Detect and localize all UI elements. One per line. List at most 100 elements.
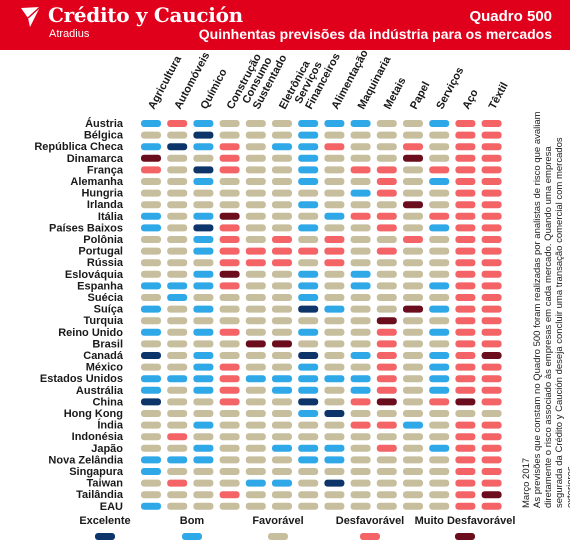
heatmap-cell (429, 166, 450, 174)
heatmap-cell (376, 178, 397, 185)
heatmap-cell (376, 224, 397, 232)
heatmap-cell (403, 259, 423, 267)
heatmap-cell (429, 178, 450, 185)
heatmap-cell (193, 131, 214, 139)
heatmap-cell (219, 444, 240, 452)
heatmap-cell (429, 212, 450, 220)
heatmap-cell (245, 328, 266, 336)
heatmap-cell (219, 363, 240, 371)
heatmap-cell (376, 236, 397, 243)
heatmap-cell (167, 502, 188, 510)
heatmap-cell (141, 398, 161, 406)
heatmap-cell (193, 247, 214, 255)
heatmap-cell (141, 236, 161, 243)
heatmap-cell (350, 247, 371, 255)
heatmap-cell (245, 444, 266, 452)
heatmap-cell (193, 468, 214, 475)
heatmap-cell (245, 282, 266, 290)
heatmap-cell (167, 305, 188, 313)
heatmap-cell (455, 212, 476, 220)
heatmap-cell (376, 131, 397, 139)
heatmap-cell (298, 282, 319, 290)
heatmap-cell (167, 259, 188, 267)
heatmap-cell (429, 317, 450, 325)
heatmap-cell (324, 224, 345, 232)
column-label-line: Têxtil (487, 80, 511, 111)
heatmap-cell (272, 468, 292, 475)
heatmap-cell (272, 247, 292, 255)
heatmap-cell (167, 189, 188, 197)
row-label-polonia: Polônia (83, 234, 124, 246)
heatmap-cell (245, 491, 266, 499)
legend-label: Excelente (79, 515, 131, 527)
heatmap-cell (219, 479, 240, 487)
heatmap-cell (455, 247, 476, 255)
heatmap-cell (429, 456, 450, 464)
heatmap-cell (167, 224, 188, 232)
heatmap-cell (167, 491, 188, 499)
row-label-austria: Áustria (85, 117, 124, 130)
heatmap-cell (403, 375, 423, 383)
heatmap-cell (272, 270, 292, 278)
heatmap-cell (481, 502, 502, 510)
row-label-australia: Austrália (76, 385, 124, 397)
heatmap-cell (245, 410, 266, 417)
heatmap-cell (298, 224, 319, 232)
heatmap-cell (272, 178, 292, 185)
heatmap-cell (245, 305, 266, 313)
heatmap-cell (298, 502, 319, 510)
heatmap-cell (324, 189, 345, 197)
row-label-china: China (92, 396, 123, 408)
heatmap-cell (481, 352, 502, 359)
heatmap-cell (324, 352, 345, 359)
heatmap-cell (141, 444, 161, 452)
heatmap-cell (167, 468, 188, 475)
row-label-japao: Japão (91, 443, 123, 455)
brand-subtitle: Atradius (49, 28, 90, 40)
heatmap-chart: AgriculturaAutomóveisQuímicoConstruçãoCo… (34, 48, 511, 513)
heatmap-cell (324, 247, 345, 255)
heatmap-cell (245, 143, 266, 151)
header-banner: Crédito y Caución Atradius Quadro 500 Qu… (0, 0, 570, 50)
heatmap-cell (455, 352, 476, 359)
heatmap-cell (403, 363, 423, 371)
heatmap-cell (167, 236, 188, 243)
heatmap-cell (481, 491, 502, 499)
heatmap-cell (219, 491, 240, 499)
heatmap-cell (272, 201, 292, 209)
heatmap-cell (350, 166, 371, 174)
heatmap-cell (298, 421, 319, 429)
heatmap-cell (298, 444, 319, 452)
heatmap-cell (167, 247, 188, 255)
heatmap-cell (219, 433, 240, 441)
row-label-estados-unidos: Estados Unidos (40, 373, 123, 385)
heatmap-cell (167, 444, 188, 452)
heatmap-cell (219, 189, 240, 197)
heatmap-cell (455, 259, 476, 267)
row-label-hungria: Hungria (81, 188, 123, 200)
heatmap-cell (219, 305, 240, 313)
heatmap-cell (298, 166, 319, 174)
column-label-papel: Papel (408, 80, 432, 112)
heatmap-cell (193, 491, 214, 499)
heatmap-cell (245, 456, 266, 464)
row-label-eau: EAU (100, 501, 123, 513)
heatmap-cell (481, 363, 502, 371)
heatmap-cell (350, 212, 371, 220)
heatmap-cell (481, 154, 502, 162)
heatmap-cell (403, 224, 423, 232)
heatmap-cell (429, 375, 450, 383)
heatmap-cell (245, 468, 266, 475)
heatmap-cell (376, 386, 397, 394)
legend-label: Muito Desfavorável (414, 515, 516, 527)
heatmap-cell (193, 143, 214, 151)
heatmap-cell (350, 201, 371, 209)
heatmap-cell (219, 386, 240, 394)
heatmap-cell (324, 154, 345, 162)
heatmap-cell (298, 154, 319, 162)
heatmap-cell (481, 410, 502, 417)
heatmap-cell (324, 270, 345, 278)
legend-item-muito-desfavoravel: Muito Desfavorável (405, 515, 525, 540)
heatmap-cell (298, 236, 319, 243)
heatmap-cell (167, 120, 188, 127)
